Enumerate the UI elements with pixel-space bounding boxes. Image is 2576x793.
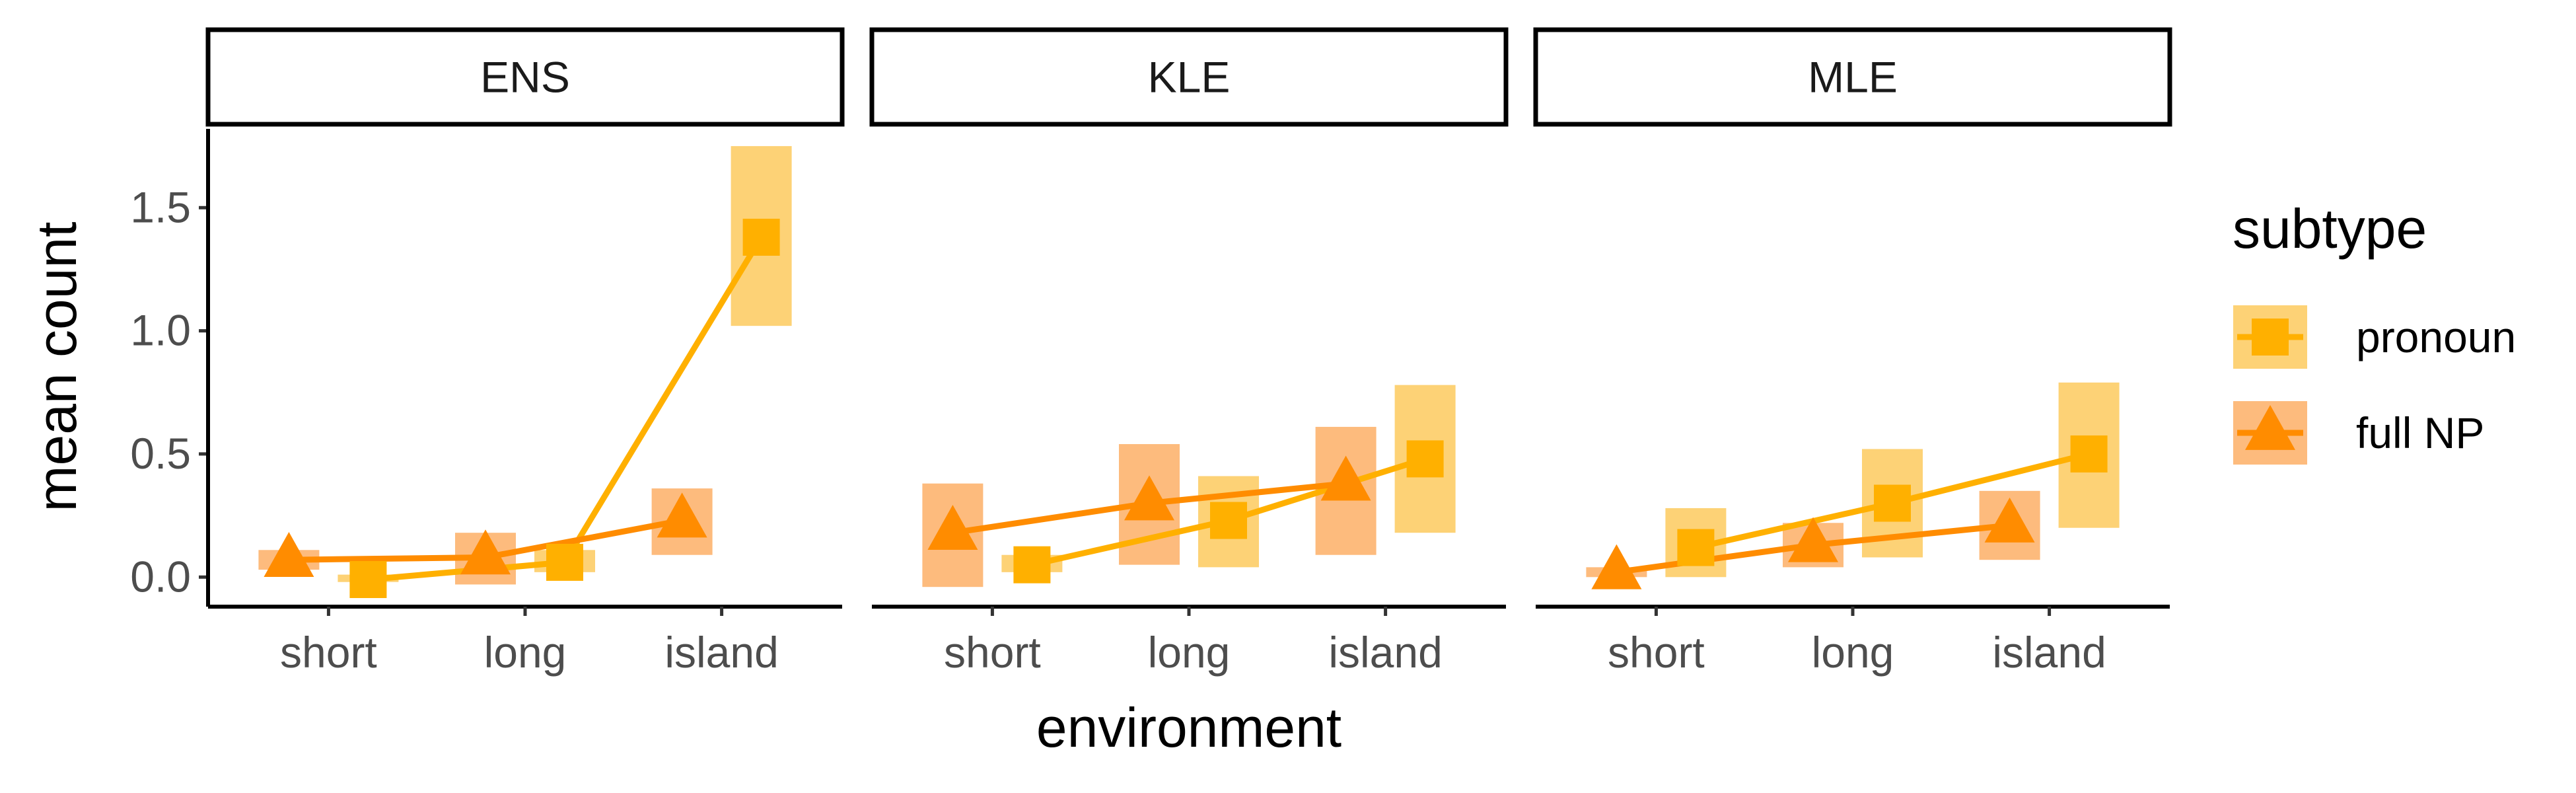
data-point: [1210, 502, 1247, 539]
legend-item: pronoun: [2233, 305, 2516, 369]
facet-strip: [869, 27, 1509, 127]
data-point: [1984, 497, 2035, 543]
legend-label: full NP: [2356, 408, 2484, 457]
legend-title: subtype: [2233, 198, 2427, 260]
x-tick-label: long: [484, 628, 567, 677]
data-point: [1124, 475, 1174, 521]
facet-strip-label: MLE: [1808, 53, 1898, 102]
x-tick-label: island: [1328, 628, 1442, 677]
data-point: [264, 532, 314, 578]
legend-label: pronoun: [2356, 313, 2516, 361]
data-point: [1591, 544, 1642, 589]
x-tick-label: long: [1812, 628, 1894, 677]
x-tick-label: long: [1148, 628, 1231, 677]
panel-mle: MLE short long island: [1533, 27, 2172, 677]
data-point: [657, 492, 707, 538]
y-axis: 0.0 0.5 1.0 1.5: [130, 182, 208, 601]
x-tick-label: short: [280, 628, 377, 677]
x-tick-label: island: [1992, 628, 2106, 677]
x-tick-label: short: [944, 628, 1041, 677]
data-point: [349, 561, 387, 599]
legend-key-marker: [2252, 319, 2289, 356]
legend-key-marker: [2245, 404, 2295, 450]
data-point: [1320, 455, 1371, 501]
data-point: [1013, 546, 1051, 584]
data-point: [1406, 440, 1444, 478]
x-tick-label: short: [1608, 628, 1705, 677]
facet-strip: [1533, 27, 2172, 127]
panels-layer: 0.0 0.5 1.0 1.5 ENS short long island KLE short lo…: [130, 27, 2172, 677]
y-tick-label: 1.0: [130, 306, 191, 355]
data-point: [1874, 484, 1911, 522]
data-point: [1788, 517, 1838, 562]
data-point: [742, 218, 780, 256]
legend-item: full NP: [2233, 401, 2484, 465]
data-point: [546, 543, 583, 581]
facet-strip-label: ENS: [480, 53, 570, 102]
data-point: [460, 529, 511, 575]
facet-strip-label: KLE: [1148, 53, 1231, 102]
panel-kle: KLE short long island: [869, 27, 1509, 677]
y-tick-label: 1.5: [130, 182, 191, 231]
y-axis-title: mean count: [26, 222, 88, 512]
x-axis-title: environment: [1036, 697, 1342, 759]
data-point: [927, 505, 978, 550]
y-tick-label: 0.5: [130, 429, 191, 478]
x-tick-label: island: [664, 628, 778, 677]
facet-strip: [205, 27, 845, 127]
data-point: [1677, 529, 1715, 566]
legend: subtype pronoun full NP: [2233, 198, 2516, 465]
data-point: [2070, 435, 2108, 472]
panel-ens: ENS short long island: [205, 27, 845, 677]
y-tick-label: 0.0: [130, 552, 191, 601]
